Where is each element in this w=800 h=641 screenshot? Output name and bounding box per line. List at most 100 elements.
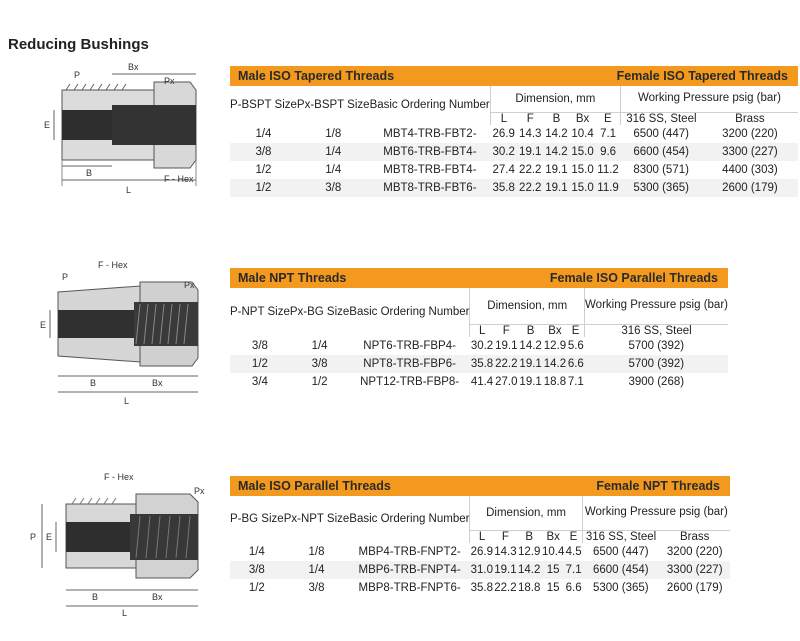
bushing-diagram-1: P Bx Px E B L F - Hex	[40, 60, 220, 200]
table-cell: 2600 (179)	[701, 178, 798, 197]
table-cell: 6600 (454)	[620, 142, 702, 161]
table-row: 1/4 1/8 MBP4-TRB-FNPT2- 26.9 14.3 12.9 10.4 4…	[230, 543, 730, 561]
label-f-hex: F - Hex	[164, 174, 194, 184]
table-iso-parallel-npt: Male ISO Parallel Threads Female NPT Thr…	[230, 476, 730, 597]
table-row: 1/2 1/4 MBT8-TRB-FBT4- 27.4 22.2 19.1 15.0 11…	[230, 161, 798, 179]
table-cell: 6600 (454)	[582, 560, 660, 579]
table-cell: F	[526, 112, 534, 125]
table-cell: 22.2	[494, 581, 517, 594]
diagram-label: E	[46, 532, 52, 542]
label-p: P	[74, 70, 80, 80]
table-cell: 5700 (392)	[628, 339, 685, 352]
table-cell: 19.1	[495, 339, 518, 352]
table-cell: 26.9	[492, 127, 515, 140]
table-cell: MBT4-TRB-FBT2-	[383, 127, 477, 140]
table-cell: 7.1	[600, 127, 617, 140]
col-pressure: Working Pressure psig (bar)	[620, 86, 798, 113]
table-cell: P-NPT Size	[230, 305, 290, 318]
table-cell: 1/4	[325, 163, 342, 176]
table-cell: Female NPT Threads	[517, 476, 730, 496]
table-cell: 9.6	[595, 142, 621, 161]
table-cell: 7.1	[565, 560, 583, 579]
table-cell: Brass	[735, 112, 765, 125]
table-cell: 12.9	[543, 339, 567, 352]
table-cell: 1/2	[255, 163, 272, 176]
diagram-label: Px	[184, 280, 195, 290]
table-cell: 3/8	[230, 142, 297, 161]
table-cell: 27.4	[492, 163, 515, 176]
table-cell: 19.1	[543, 178, 570, 197]
table-cell: B	[525, 530, 534, 543]
table-cell: 31.0	[469, 560, 494, 579]
table-cell: L	[469, 324, 495, 337]
table-cell: Dimension, mm	[469, 288, 585, 325]
table-cell: B	[526, 324, 535, 337]
table-header-row: P-BSPT Size Px-BSPT Size Basic Ordering …	[230, 86, 798, 113]
table-cell: B	[552, 112, 561, 125]
diagram-label: F - Hex	[98, 260, 128, 270]
table-cell: 3/8	[230, 560, 284, 579]
table-cell: 11.2	[597, 163, 619, 176]
table-cell: 19.1	[545, 163, 568, 176]
table-cell: 22.2	[517, 178, 544, 197]
table-cell: 1/4	[311, 339, 328, 352]
table-cell: 7.1	[567, 375, 584, 388]
label-l: L	[126, 185, 131, 195]
table-cell: 30.2	[470, 339, 494, 352]
table-cell: 6500 (447)	[633, 127, 689, 140]
diagram-label: Px	[194, 486, 205, 496]
diagram-label: Bx	[152, 592, 163, 602]
col-p-size: P-BSPT Size	[230, 98, 297, 111]
table-cell: 6500 (447)	[592, 545, 649, 558]
table-cell: Basic Ordering Number	[349, 305, 470, 318]
table-cell: 15.0	[569, 142, 596, 161]
table-cell: NPT6-TRB-FBP4-	[363, 339, 456, 352]
table-cell: MBP8-TRB-FNPT6-	[358, 581, 461, 594]
label-px: Px	[164, 76, 175, 86]
page-title: Reducing Bushings	[8, 36, 149, 53]
diagram-label: P	[30, 532, 36, 542]
col-px-size: Px-BSPT Size	[296, 98, 370, 111]
table-row: 1/2 3/8 MBP8-TRB-FNPT6- 35.8 22.2 18.8 15 6.6…	[230, 579, 730, 597]
table-cell: E	[603, 112, 612, 125]
table-row: 3/8 1/4 MBP6-TRB-FNPT4- 31.0 19.1 14.2 15 7.1…	[230, 560, 730, 579]
diagram-label: P	[62, 272, 68, 282]
table-header-row: Male ISO Tapered Threads Female ISO Tape…	[230, 66, 798, 86]
diagram-label: F - Hex	[104, 472, 134, 482]
table-cell: MBP4-TRB-FNPT2-	[358, 545, 461, 558]
table-cell: 10.4	[571, 127, 594, 140]
table-cell: 15.0	[569, 178, 596, 197]
table-header-row: P-NPT Size Px-BG Size Basic Ordering Num…	[230, 288, 728, 325]
table-cell: 19.1	[519, 375, 542, 388]
table-cell: 15	[541, 560, 566, 579]
table-cell: 19.1	[493, 560, 518, 579]
table-cell: Brass	[680, 530, 710, 543]
table-cell: 3/8	[251, 339, 268, 352]
table-cell: 12.9	[518, 545, 541, 558]
diagram-label: B	[90, 378, 96, 388]
table-cell: 19.1	[518, 354, 543, 373]
table-cell: 41.4	[470, 375, 494, 388]
label-e: E	[44, 120, 50, 130]
table-cell: 3300 (227)	[701, 142, 798, 161]
label-b: B	[86, 168, 92, 178]
table-iso-tapered: Male ISO Tapered Threads Female ISO Tape…	[230, 66, 798, 197]
table-cell: Px-BG Size	[289, 305, 350, 318]
table-cell: 1/4	[283, 560, 350, 579]
table-cell: MBT8-TRB-FBT4-	[383, 163, 477, 176]
table-cell: 3200 (220)	[722, 127, 778, 140]
table-cell: 1/2	[230, 178, 297, 197]
table-cell: 8300 (571)	[633, 163, 689, 176]
table-cell: 4400 (303)	[722, 163, 778, 176]
table-cell: E	[569, 530, 578, 543]
female-thread-title: Female ISO Tapered Threads	[543, 66, 798, 86]
table-header-row: L F B Bx E 316 SS, Steel	[230, 324, 728, 337]
table-cell: 11.9	[595, 178, 621, 197]
table-cell: 1/2	[248, 581, 265, 594]
table-cell: Male ISO Parallel Threads	[230, 476, 518, 496]
diagram-label: E	[40, 320, 46, 330]
table-cell: MBT6-TRB-FBT4-	[369, 142, 491, 161]
table-cell: 3/8	[289, 354, 350, 373]
table-cell: 1/2	[230, 354, 290, 373]
table-cell: 316 SS, Steel	[619, 112, 702, 125]
